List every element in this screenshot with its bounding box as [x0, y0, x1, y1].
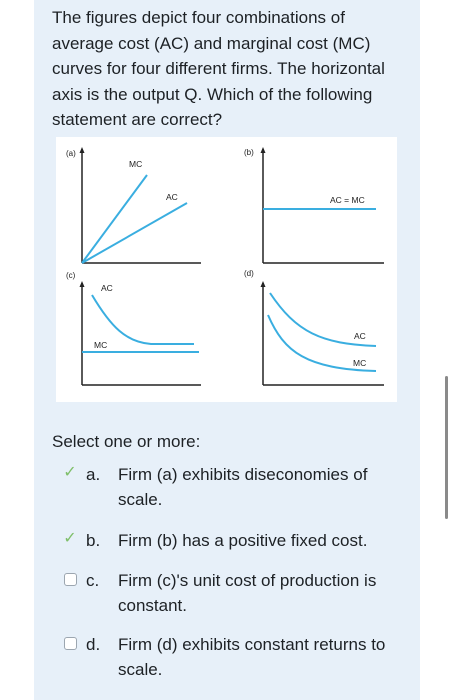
- cost-curves-svg: (a) MC AC (b) AC = MC (c) AC: [66, 147, 384, 386]
- option-b-text: Firm (b) has a positive fixed cost.: [118, 531, 368, 550]
- option-c-text: Firm (c)'s unit cost of production is co…: [118, 571, 377, 615]
- panel-d-mc-label: MC: [353, 358, 366, 368]
- option-a-letter: a.: [86, 465, 101, 484]
- option-b-checkmark-icon: ✓: [63, 530, 77, 547]
- panel-a-ac-label: AC: [166, 192, 178, 202]
- panel-b-label: (b): [244, 148, 254, 157]
- panel-c-mc-label: MC: [94, 340, 107, 350]
- panel-d-mc-curve: [267, 314, 377, 372]
- panel-b: (b) AC = MC: [244, 147, 384, 264]
- panel-c-ac-label: AC: [101, 283, 113, 293]
- select-one-or-more-label: Select one or more:: [52, 432, 201, 451]
- panel-c-y-arrow: [79, 281, 85, 287]
- panel-a: (a) MC AC: [66, 147, 201, 264]
- panel-a-mc-label: MC: [129, 159, 142, 169]
- panel-c-label: (c): [66, 271, 76, 280]
- panel-a-ac-curve: [81, 202, 188, 264]
- question-text: The figures depict four combinations of …: [52, 8, 385, 129]
- panel-a-mc-curve: [81, 174, 148, 264]
- option-d-letter: d.: [86, 635, 101, 654]
- panel-d-y-arrow: [260, 281, 266, 287]
- option-a-text: Firm (a) exhibits diseconomies of scale.: [118, 465, 368, 509]
- option-d-text: Firm (d) exhibits constant returns to sc…: [118, 635, 386, 679]
- panel-a-label: (a): [66, 149, 76, 158]
- option-a-checkmark-icon: ✓: [63, 464, 77, 481]
- panel-b-y-arrow: [260, 147, 266, 153]
- panel-a-y-arrow: [79, 147, 85, 153]
- panel-d-ac-label: AC: [354, 331, 366, 341]
- option-b-letter: b.: [86, 531, 101, 550]
- panel-c-ac-curve: [91, 294, 194, 345]
- panel-c: (c) AC MC: [66, 271, 201, 386]
- panel-b-acmc-label: AC = MC: [330, 195, 365, 205]
- option-c-letter: c.: [86, 571, 100, 590]
- cost-curves-figure: (a) MC AC (b) AC = MC (c) AC: [56, 137, 397, 402]
- option-d-checkbox[interactable]: [62, 635, 78, 651]
- panel-d-label: (d): [244, 269, 254, 278]
- scrollbar[interactable]: [445, 376, 448, 519]
- panel-d: (d) AC MC: [244, 269, 384, 386]
- option-c-checkbox[interactable]: [62, 571, 78, 587]
- panel-d-ac-curve: [269, 292, 377, 347]
